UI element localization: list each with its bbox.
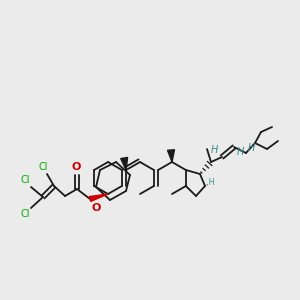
Text: .,H: .,H bbox=[204, 178, 214, 187]
Text: O: O bbox=[92, 203, 101, 213]
Text: Cl: Cl bbox=[20, 175, 30, 185]
Text: O: O bbox=[71, 162, 81, 172]
Text: Cl: Cl bbox=[20, 209, 30, 219]
Polygon shape bbox=[167, 150, 175, 162]
Polygon shape bbox=[89, 194, 108, 201]
Polygon shape bbox=[121, 158, 128, 170]
Text: H: H bbox=[210, 145, 218, 155]
Text: H: H bbox=[247, 143, 255, 153]
Text: H: H bbox=[236, 147, 244, 157]
Text: Cl: Cl bbox=[38, 162, 48, 172]
